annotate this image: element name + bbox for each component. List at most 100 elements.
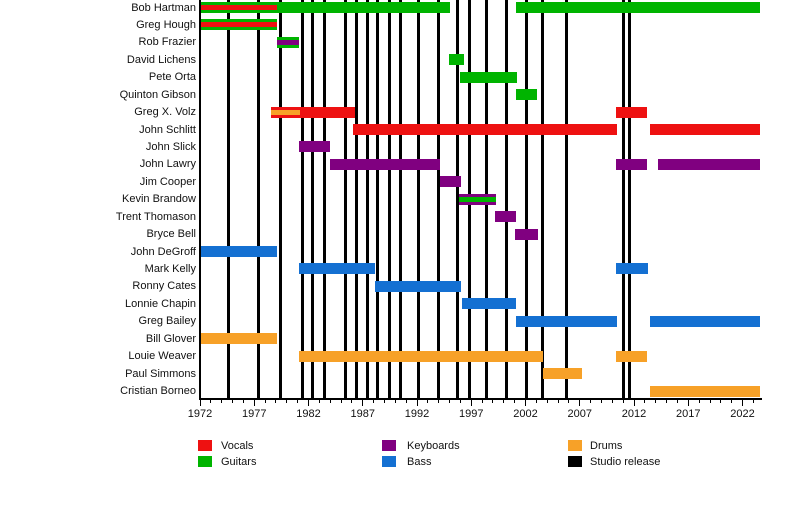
row-label: David Lichens: [126, 53, 196, 66]
x-tick-label: 2022: [730, 408, 755, 420]
member-bar: [650, 385, 760, 397]
x-minor-tick: [459, 400, 461, 403]
row-label: Bryce Bell: [146, 228, 196, 241]
x-minor-tick: [752, 400, 754, 403]
studio-release-line: [541, 0, 545, 398]
studio-release-line: [300, 0, 304, 398]
member-bar: [515, 89, 538, 101]
member-bar: [495, 211, 516, 223]
row-label: Lonnie Chapin: [125, 297, 196, 310]
x-minor-tick: [557, 400, 559, 403]
x-minor-tick: [655, 400, 657, 403]
x-tick-label: 2007: [567, 408, 593, 420]
x-minor-tick: [514, 400, 516, 403]
row-label-column: Bob Hartman Greg Hough Rob Frazier David Li…: [0, 0, 196, 398]
x-minor-tick: [568, 400, 570, 403]
row-label: Rob Frazier: [138, 36, 196, 49]
studio-release-line: [226, 0, 230, 398]
x-minor-tick: [264, 400, 266, 403]
legend-label: Guitars: [221, 456, 257, 468]
x-minor-tick: [232, 400, 234, 403]
legend-label: Studio release: [590, 456, 661, 468]
x-tick-label: 1997: [459, 408, 484, 420]
studio-release-line: [311, 0, 315, 398]
legend-label: Bass: [407, 456, 432, 468]
member-bar: [201, 19, 277, 31]
legend-swatch-studio_release: [568, 456, 582, 467]
x-tick-label: 1972: [187, 408, 213, 420]
member-bar: [330, 158, 440, 170]
studio-release-line: [565, 0, 569, 398]
legend-label: Drums: [590, 440, 623, 452]
row-label: Mark Kelly: [144, 262, 196, 275]
x-minor-tick: [405, 400, 407, 403]
x-major-tick: [742, 400, 743, 406]
x-minor-tick: [666, 400, 667, 403]
x-tick-label: 1987: [350, 408, 376, 420]
x-tick-label: 2002: [513, 408, 538, 420]
member-bar: [615, 350, 648, 362]
x-minor-tick: [373, 400, 375, 403]
member-bar: [439, 176, 462, 188]
member-bar: [650, 124, 760, 135]
row-label: John Slick: [145, 140, 196, 153]
studio-release-line: [399, 0, 403, 398]
x-minor-tick: [622, 400, 624, 403]
row-label: Greg X. Volz: [134, 106, 196, 119]
member-bar: [201, 333, 277, 345]
member-bar: [542, 368, 582, 379]
x-minor-tick: [340, 400, 342, 403]
x-minor-tick: [611, 400, 613, 403]
row-label: Paul Simmons: [125, 367, 196, 380]
row-label: Greg Hough: [136, 18, 196, 31]
x-minor-tick: [438, 400, 440, 403]
member-bar: [515, 315, 617, 327]
row-label: John Schlitt: [139, 123, 196, 136]
x-tick-label: 1977: [242, 408, 267, 420]
x-minor-tick: [427, 400, 429, 403]
x-minor-tick: [698, 400, 700, 403]
legend-swatch-vocals: [198, 440, 212, 451]
x-minor-tick: [318, 400, 320, 403]
member-bar: [277, 36, 299, 48]
member-bar: [657, 158, 760, 170]
studio-release-line: [365, 0, 369, 398]
member-bar: [298, 263, 375, 275]
x-minor-tick: [242, 400, 244, 403]
studio-release-line: [388, 0, 392, 398]
row-label: John DeGroff: [130, 245, 196, 258]
x-major-tick: [362, 400, 364, 406]
x-minor-tick: [503, 400, 505, 403]
x-minor-tick: [394, 400, 396, 403]
x-minor-tick: [351, 400, 353, 403]
x-tick-label: 2012: [621, 408, 647, 420]
x-minor-tick: [210, 400, 212, 403]
x-major-tick: [687, 400, 689, 406]
x-minor-tick: [286, 400, 288, 403]
legend-swatch-guitars: [198, 456, 212, 467]
legend: Vocals Guitars Keyboards Bass Drums Studio re…: [0, 430, 800, 480]
x-major-tick: [199, 400, 201, 406]
x-major-tick: [416, 400, 418, 406]
member-bar: [459, 193, 497, 205]
x-minor-tick: [590, 400, 592, 403]
member-bar: [514, 228, 539, 240]
row-label: Greg Bailey: [138, 315, 196, 328]
x-axis: 1972 1977 1982 1987 1992 1997 2002 2007 2012 2017…: [0, 398, 800, 428]
x-minor-tick: [720, 400, 722, 403]
member-bar: [650, 315, 760, 327]
member-bar: [461, 298, 516, 310]
row-label: Trent Thomason: [115, 210, 196, 223]
x-minor-tick: [481, 400, 483, 403]
x-minor-tick: [221, 400, 223, 403]
legend-swatch-keyboards: [382, 440, 396, 451]
row-label: Quinton Gibson: [119, 88, 196, 101]
x-minor-tick: [546, 400, 548, 403]
member-bar: [448, 54, 464, 66]
legend-label: Keyboards: [407, 440, 460, 452]
x-major-tick: [470, 400, 472, 406]
studio-release-line: [376, 0, 380, 398]
legend-swatch-drums: [568, 440, 582, 451]
x-minor-tick: [275, 400, 277, 403]
x-major-tick: [525, 400, 526, 406]
